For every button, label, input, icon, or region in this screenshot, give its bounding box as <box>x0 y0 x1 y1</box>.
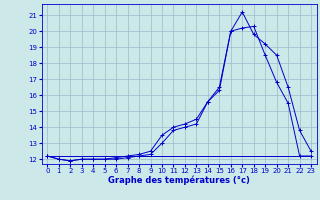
X-axis label: Graphe des températures (°c): Graphe des températures (°c) <box>108 176 250 185</box>
